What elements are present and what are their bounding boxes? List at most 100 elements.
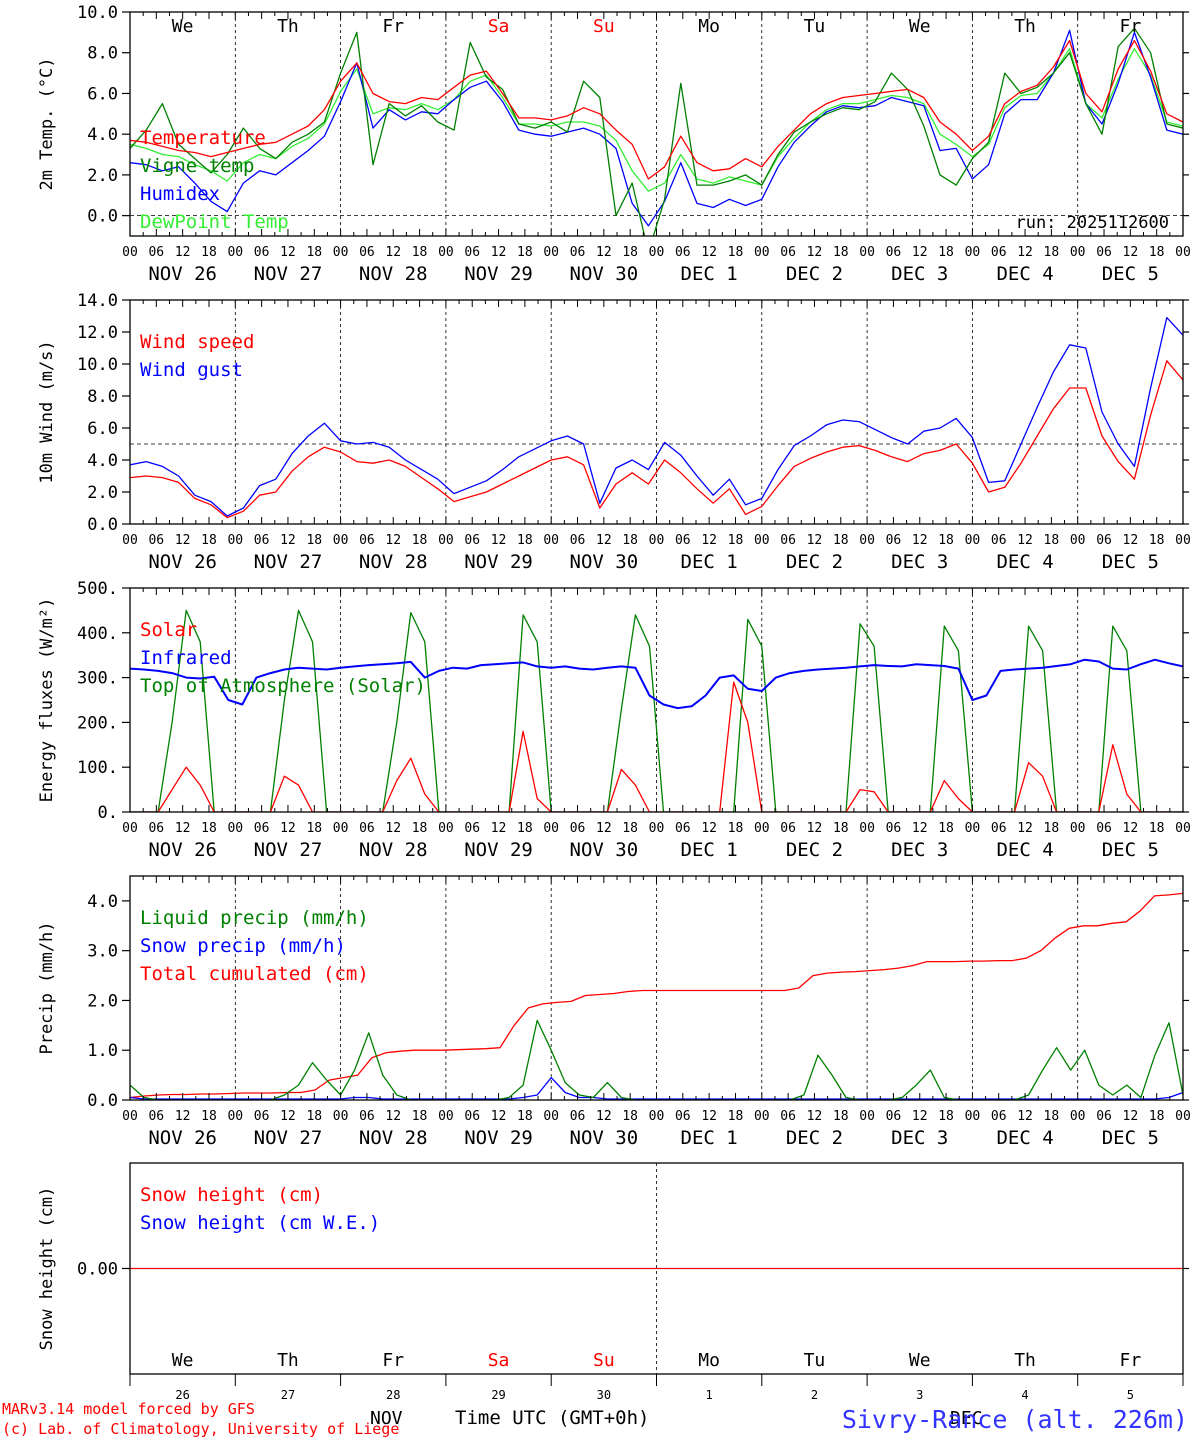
y-axis-label: 2m Temp. (°C) <box>37 57 57 190</box>
y-tick-label: 400. <box>77 624 118 644</box>
hour-tick-label: 00 <box>122 245 138 260</box>
hour-tick-label: 06 <box>254 533 270 548</box>
y-tick-label: 1.0 <box>87 1041 118 1061</box>
hour-tick-label: 00 <box>1175 245 1191 260</box>
hour-tick-label: 06 <box>359 245 375 260</box>
date-label: NOV 29 <box>464 839 533 861</box>
y-tick-label: 0.00 <box>77 1260 118 1280</box>
hour-tick-label: 00 <box>649 245 665 260</box>
weekday-label: Th <box>277 1350 299 1371</box>
hour-tick-label: 00 <box>649 533 665 548</box>
y-tick-label: 100. <box>77 758 118 778</box>
day-number-label: 28 <box>386 1388 400 1402</box>
hour-tick-label: 12 <box>280 1109 296 1124</box>
hour-tick-label: 06 <box>780 245 796 260</box>
hour-tick-label: 12 <box>701 821 717 836</box>
hour-tick-label: 00 <box>438 821 454 836</box>
date-label: NOV 28 <box>359 839 428 861</box>
hour-tick-label: 00 <box>754 1109 770 1124</box>
weekday-label: We <box>909 1350 931 1371</box>
hour-tick-label: 06 <box>148 533 164 548</box>
date-label: NOV 27 <box>254 551 323 573</box>
date-label: NOV 30 <box>570 839 639 861</box>
hour-tick-label: 00 <box>1070 1109 1086 1124</box>
y-tick-label: 500. <box>77 579 118 599</box>
date-label: NOV 26 <box>148 1127 217 1149</box>
day-number-label: 27 <box>281 1388 295 1402</box>
y-tick-label: 6.0 <box>87 84 118 104</box>
hour-tick-label: 18 <box>728 1109 744 1124</box>
y-tick-label: 6.0 <box>87 419 118 439</box>
hour-tick-label: 18 <box>1044 245 1060 260</box>
legend-entry: Liquid precip (mm/h) <box>140 907 369 929</box>
hour-tick-label: 00 <box>333 533 349 548</box>
legend-entry: Snow height (cm) <box>140 1184 323 1206</box>
date-label: DEC 5 <box>1102 1127 1159 1149</box>
weekday-label: Sa <box>488 16 510 37</box>
hour-tick-label: 06 <box>148 245 164 260</box>
hour-tick-label: 12 <box>807 533 823 548</box>
y-tick-label: 0. <box>98 803 118 823</box>
hour-tick-label: 12 <box>912 1109 928 1124</box>
date-label: DEC 1 <box>681 1127 738 1149</box>
date-label: DEC 1 <box>681 839 738 861</box>
hour-tick-label: 00 <box>227 533 243 548</box>
hour-tick-label: 18 <box>1044 1109 1060 1124</box>
y-axis-label: Precip (mm/h) <box>37 921 57 1054</box>
y-tick-label: 0.0 <box>87 1091 118 1111</box>
legend-entry: Humidex <box>140 183 220 205</box>
date-label: DEC 2 <box>786 839 843 861</box>
grid-layer <box>130 12 1183 1374</box>
date-label: NOV 28 <box>359 551 428 573</box>
legend-entry: Vigne temp <box>140 155 254 177</box>
hour-tick-label: 06 <box>886 821 902 836</box>
legend-entry: Solar <box>140 619 197 641</box>
date-label: NOV 30 <box>570 263 639 285</box>
series-line-humidex <box>130 29 1183 227</box>
hour-tick-label: 18 <box>833 533 849 548</box>
y-tick-label: 0.0 <box>87 207 118 227</box>
hour-tick-label: 00 <box>965 245 981 260</box>
hour-tick-label: 18 <box>1149 245 1165 260</box>
hour-tick-label: 06 <box>1096 533 1112 548</box>
y-tick-label: 200. <box>77 713 118 733</box>
series-line-infrared <box>130 658 1183 710</box>
y-tick-label: 0.0 <box>87 515 118 535</box>
hour-tick-label: 00 <box>333 821 349 836</box>
hour-tick-label: 18 <box>833 821 849 836</box>
day-number-label: 4 <box>1021 1388 1028 1402</box>
series-line-solar <box>130 681 1183 812</box>
y-axis-label: 10m Wind (m/s) <box>37 340 57 483</box>
weekday-label: Fr <box>382 1350 404 1371</box>
hour-tick-label: 00 <box>1070 245 1086 260</box>
hour-tick-label: 12 <box>1017 1109 1033 1124</box>
hour-tick-label: 12 <box>807 1109 823 1124</box>
hour-tick-label: 00 <box>859 245 875 260</box>
hour-tick-label: 18 <box>201 821 217 836</box>
date-label: NOV 29 <box>464 263 533 285</box>
weekday-label: Th <box>1014 16 1036 37</box>
y-tick-label: 10.0 <box>77 3 118 23</box>
date-label: DEC 2 <box>786 1127 843 1149</box>
date-label: NOV 28 <box>359 263 428 285</box>
lab-credit: (c) Lab. of Climatology, University of L… <box>2 1420 399 1438</box>
hour-tick-label: 12 <box>491 1109 507 1124</box>
hour-tick-label: 18 <box>622 821 638 836</box>
legend-entry: Snow height (cm W.E.) <box>140 1212 380 1234</box>
weekday-label: Th <box>277 16 299 37</box>
hour-tick-label: 00 <box>965 533 981 548</box>
hour-tick-label: 18 <box>306 1109 322 1124</box>
series-line-total-cumulated-cm- <box>130 892 1183 1099</box>
hour-tick-label: 18 <box>412 821 428 836</box>
hour-tick-label: 00 <box>122 821 138 836</box>
hour-tick-label: 06 <box>464 821 480 836</box>
hour-tick-label: 12 <box>701 245 717 260</box>
hour-tick-label: 18 <box>1149 533 1165 548</box>
y-tick-label: 4.0 <box>87 892 118 912</box>
hour-tick-label: 00 <box>965 1109 981 1124</box>
hour-tick-label: 00 <box>438 1109 454 1124</box>
month-nov: NOV <box>370 1408 403 1429</box>
series-line-wind-speed <box>130 360 1183 519</box>
series-line-wind-gust <box>130 316 1183 517</box>
x-axis-label: Time UTC (GMT+0h) <box>455 1407 649 1429</box>
